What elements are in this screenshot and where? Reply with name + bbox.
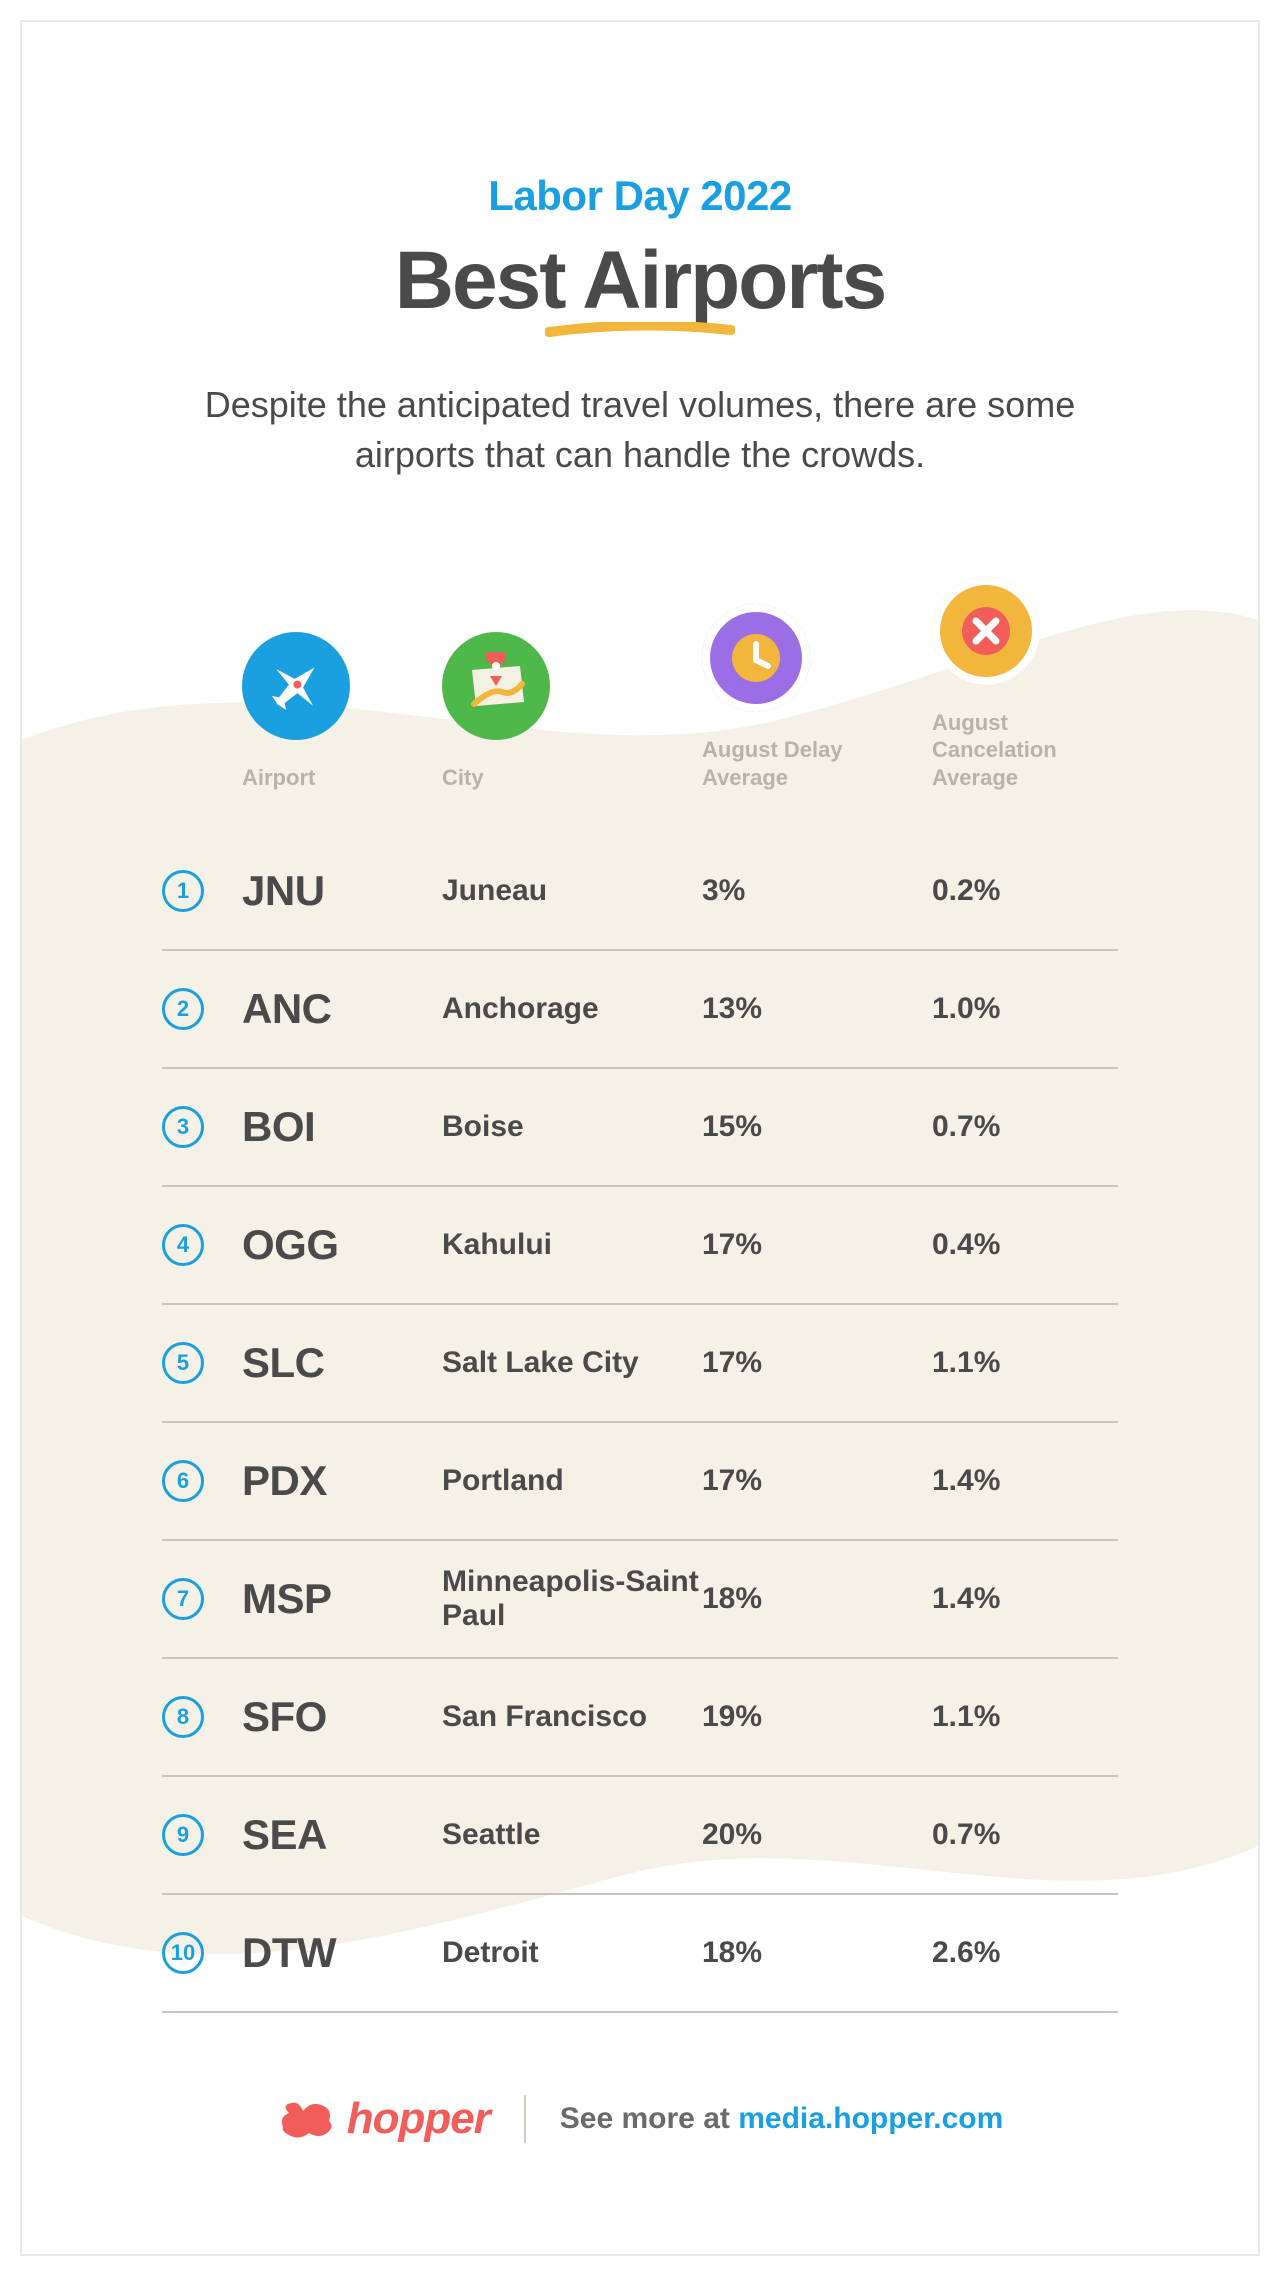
cancel-value: 1.4% xyxy=(932,1464,1162,1498)
cancel-value: 0.7% xyxy=(932,1818,1162,1852)
rank-badge: 10 xyxy=(162,1932,204,1974)
airport-code: SFO xyxy=(242,1693,442,1741)
airport-icon xyxy=(242,632,350,740)
title-wrap: Best Airports xyxy=(162,234,1118,328)
delay-value: 20% xyxy=(702,1818,932,1852)
table-row: 5SLCSalt Lake City17%1.1% xyxy=(162,1305,1118,1423)
rank-badge: 6 xyxy=(162,1460,204,1502)
table-row: 1JNUJuneau3%0.2% xyxy=(162,833,1118,951)
rank-badge: 4 xyxy=(162,1224,204,1266)
cancel-value: 1.1% xyxy=(932,1700,1162,1734)
table-row: 10DTWDetroit18%2.6% xyxy=(162,1895,1118,2013)
city-name: Salt Lake City xyxy=(442,1346,702,1381)
title-underline xyxy=(545,322,735,338)
table-body: 1JNUJuneau3%0.2%2ANCAnchorage13%1.0%3BOI… xyxy=(162,833,1118,2013)
rank-badge: 3 xyxy=(162,1106,204,1148)
footer-divider xyxy=(524,2095,526,2143)
table-row: 4OGGKahului17%0.4% xyxy=(162,1187,1118,1305)
airport-code: PDX xyxy=(242,1457,442,1505)
city-name: Portland xyxy=(442,1464,702,1499)
city-name: Kahului xyxy=(442,1228,702,1263)
title-text: Best Airports xyxy=(395,235,885,326)
rank-badge: 1 xyxy=(162,870,204,912)
brand-name: hopper xyxy=(347,2094,490,2144)
delay-value: 18% xyxy=(702,1936,932,1970)
airport-table: Airport City xyxy=(162,577,1118,2014)
city-name: Juneau xyxy=(442,874,702,909)
airport-code: JNU xyxy=(242,867,442,915)
cancel-value: 2.6% xyxy=(932,1936,1162,1970)
delay-value: 17% xyxy=(702,1228,932,1262)
hdr-delay-label: August Delay Average xyxy=(702,736,872,791)
airport-code: ANC xyxy=(242,985,442,1033)
bunny-icon xyxy=(277,2097,335,2141)
airport-code: MSP xyxy=(242,1575,442,1623)
footer: hopper See more at media.hopper.com xyxy=(22,2094,1258,2144)
table-row: 3BOIBoise15%0.7% xyxy=(162,1069,1118,1187)
city-name: Minneapolis-Saint Paul xyxy=(442,1565,702,1634)
hdr-city: City xyxy=(442,632,702,792)
table-row: 8SFOSan Francisco19%1.1% xyxy=(162,1659,1118,1777)
cancel-value: 0.4% xyxy=(932,1228,1162,1262)
table-row: 2ANCAnchorage13%1.0% xyxy=(162,951,1118,1069)
rank-badge: 5 xyxy=(162,1342,204,1384)
delay-value: 19% xyxy=(702,1700,932,1734)
rank-badge: 2 xyxy=(162,988,204,1030)
delay-value: 18% xyxy=(702,1582,932,1616)
eyebrow: Labor Day 2022 xyxy=(162,172,1118,220)
cancel-value: 1.4% xyxy=(932,1582,1162,1616)
table-header-row: Airport City xyxy=(162,577,1118,834)
delay-value: 13% xyxy=(702,992,932,1026)
table-row: 6PDXPortland17%1.4% xyxy=(162,1423,1118,1541)
hdr-delay: August Delay Average xyxy=(702,604,932,791)
hdr-city-label: City xyxy=(442,764,702,792)
delay-value: 3% xyxy=(702,874,932,908)
cancel-value: 1.0% xyxy=(932,992,1162,1026)
airport-code: OGG xyxy=(242,1221,442,1269)
cancel-value: 1.1% xyxy=(932,1346,1162,1380)
cta-prefix: See more at xyxy=(560,2102,738,2135)
brand-logo: hopper xyxy=(277,2094,490,2144)
city-name: Seattle xyxy=(442,1818,702,1853)
hdr-cancel-label: August Cancelation Average xyxy=(932,709,1122,792)
subtitle: Despite the anticipated travel volumes, … xyxy=(162,380,1118,481)
hdr-airport: Airport xyxy=(242,632,442,792)
delay-icon xyxy=(702,604,810,712)
airport-code: SEA xyxy=(242,1811,442,1859)
rank-badge: 8 xyxy=(162,1696,204,1738)
city-name: San Francisco xyxy=(442,1700,702,1735)
city-name: Anchorage xyxy=(442,992,702,1027)
hdr-cancel: August Cancelation Average xyxy=(932,577,1162,792)
delay-value: 15% xyxy=(702,1110,932,1144)
cancel-value: 0.7% xyxy=(932,1110,1162,1144)
cta-link[interactable]: media.hopper.com xyxy=(738,2102,1003,2135)
table-row: 7MSPMinneapolis-Saint Paul18%1.4% xyxy=(162,1541,1118,1659)
infographic-card: Labor Day 2022 Best Airports Despite the… xyxy=(20,20,1260,2256)
rank-badge: 7 xyxy=(162,1578,204,1620)
airport-code: BOI xyxy=(242,1103,442,1151)
footer-cta: See more at media.hopper.com xyxy=(560,2102,1004,2136)
delay-value: 17% xyxy=(702,1464,932,1498)
page-title: Best Airports xyxy=(395,234,885,328)
hdr-airport-label: Airport xyxy=(242,764,442,792)
city-name: Detroit xyxy=(442,1936,702,1971)
content: Labor Day 2022 Best Airports Despite the… xyxy=(22,22,1258,2013)
delay-value: 17% xyxy=(702,1346,932,1380)
cancel-value: 0.2% xyxy=(932,874,1162,908)
airport-code: SLC xyxy=(242,1339,442,1387)
city-name: Boise xyxy=(442,1110,702,1145)
table-row: 9SEASeattle20%0.7% xyxy=(162,1777,1118,1895)
city-icon xyxy=(442,632,550,740)
cancel-icon xyxy=(932,577,1040,685)
airport-code: DTW xyxy=(242,1929,442,1977)
rank-badge: 9 xyxy=(162,1814,204,1856)
